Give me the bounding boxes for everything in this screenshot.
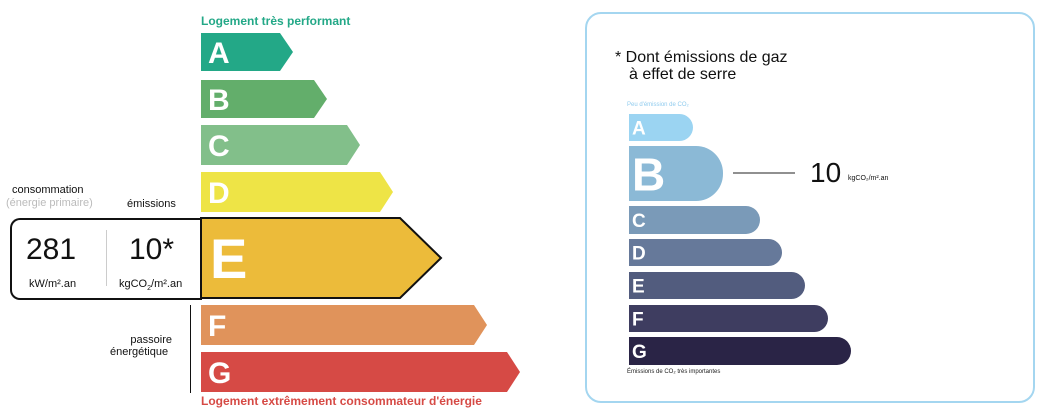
- ges-bar: [629, 239, 782, 266]
- energy-class-E: E: [200, 217, 443, 299]
- consumption-sublabel: (énergie primaire): [6, 197, 93, 209]
- energy-class-C: C: [201, 125, 360, 165]
- ges-letter: E: [632, 277, 645, 298]
- energy-letter: C: [208, 130, 230, 163]
- consumption-unit: kW/m².an: [29, 278, 77, 290]
- energy-bar: [201, 33, 293, 71]
- ges-letter: F: [632, 310, 644, 331]
- consumption-label: consommation: [12, 184, 84, 196]
- ges-bar: [629, 206, 760, 234]
- ges-class-E: E: [629, 272, 805, 299]
- unit-text: kgCO: [119, 278, 148, 290]
- ges-letter: G: [632, 342, 647, 363]
- ges-bar: [629, 146, 723, 201]
- ges-value: 10: [810, 157, 842, 188]
- ges-class-B: B: [629, 146, 723, 201]
- ges-title: à effet de serre: [629, 66, 737, 83]
- bottom-caption: Logement extrêmement consommateur d'éner…: [201, 394, 482, 408]
- energy-bar: [201, 80, 327, 118]
- value-box: [10, 218, 202, 300]
- energy-bar: [201, 125, 360, 165]
- ges-class-G: G: [629, 337, 851, 365]
- energy-class-F: F: [201, 305, 487, 345]
- ges-panel: [585, 12, 1035, 403]
- ges-bottom-caption: Émissions de CO₂ très importantes: [627, 369, 721, 375]
- energy-class-A: A: [201, 33, 293, 71]
- unit-sub: 2: [147, 285, 152, 293]
- ges-bar: [629, 114, 693, 141]
- ges-class-A: A: [629, 114, 693, 141]
- emissions-value: 10*: [129, 233, 175, 266]
- ges-class-F: F: [629, 305, 828, 332]
- energy-letter: B: [208, 84, 230, 117]
- ges-bar: [629, 305, 828, 332]
- passoire-label: énergétique: [110, 346, 169, 358]
- emissions-unit: kgCO2/m².an: [119, 278, 182, 292]
- ges-class-C: C: [629, 206, 760, 234]
- energy-class-D: D: [201, 172, 393, 212]
- ges-unit: kgCO₂/m².an: [848, 175, 889, 182]
- ges-letter: B: [632, 149, 665, 201]
- energy-bar: [201, 172, 393, 212]
- ges-class-D: D: [629, 239, 782, 266]
- energy-letter: F: [208, 310, 226, 343]
- energy-letter: E: [210, 227, 247, 290]
- energy-letter: G: [208, 357, 231, 390]
- unit-text: /m².an: [151, 278, 183, 290]
- value-divider: [106, 230, 107, 286]
- passoire-label: passoire: [130, 334, 172, 346]
- ges-letter: C: [632, 211, 646, 232]
- energy-bar: [200, 217, 443, 299]
- energy-bar: [201, 305, 487, 345]
- ges-bar: [629, 272, 805, 299]
- ges-title: * Dont émissions de gaz: [615, 49, 788, 66]
- energy-bar: [201, 352, 520, 392]
- ges-letter: D: [632, 244, 646, 265]
- energy-class-G: G: [201, 352, 520, 392]
- ges-bar: [629, 337, 851, 365]
- energy-class-B: B: [201, 80, 327, 118]
- emissions-label: émissions: [127, 198, 176, 210]
- ges-letter: A: [632, 119, 646, 140]
- passoire-bracket: [190, 305, 191, 393]
- ges-top-caption: Peu d'émission de CO₂: [627, 102, 689, 108]
- top-caption: Logement très performant: [201, 14, 351, 28]
- energy-letter: D: [208, 177, 230, 210]
- consumption-value: 281: [26, 233, 77, 266]
- energy-letter: A: [208, 37, 230, 70]
